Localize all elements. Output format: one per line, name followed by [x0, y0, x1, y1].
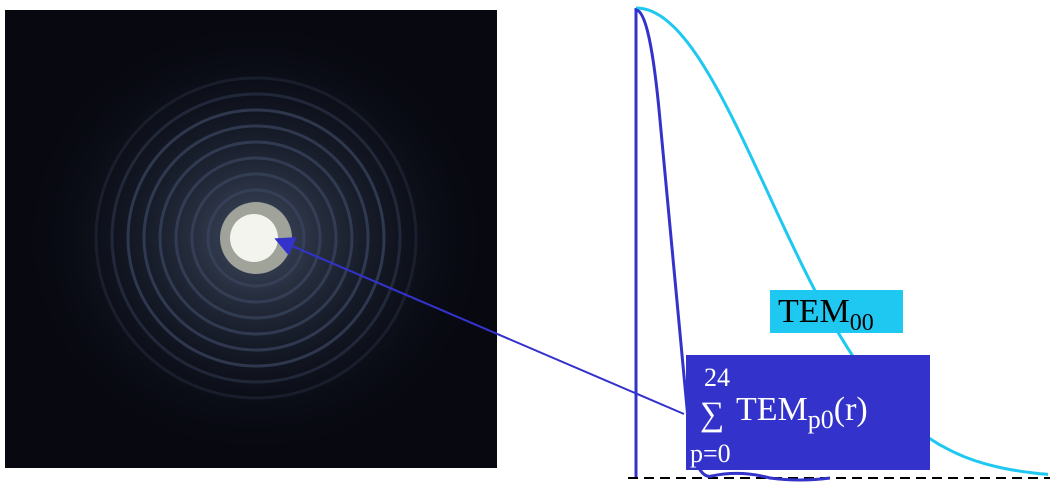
- gaussian-label-box: [770, 290, 903, 333]
- label-sub: 00: [850, 310, 874, 336]
- label-main: TEM: [778, 293, 850, 330]
- term-sub: p0: [808, 405, 834, 434]
- term-main: TEM: [736, 391, 808, 428]
- sum-upper: 24: [704, 363, 730, 392]
- sum-term: TEMp0(r): [736, 391, 868, 434]
- gaussian-label: TEM00: [778, 293, 874, 336]
- sum-label-box: [686, 355, 930, 470]
- arrow: [274, 237, 685, 415]
- sum-lower: p=0: [690, 439, 731, 468]
- gaussian-curve: [635, 6, 1049, 476]
- term-arg: (r): [834, 391, 868, 428]
- profile-plot: TEM00 24 ∑ TEMp0(r) p=0: [274, 6, 1050, 482]
- sum-symbol: ∑: [700, 396, 724, 433]
- beam-image: [5, 10, 497, 468]
- sum-curve: [635, 8, 831, 482]
